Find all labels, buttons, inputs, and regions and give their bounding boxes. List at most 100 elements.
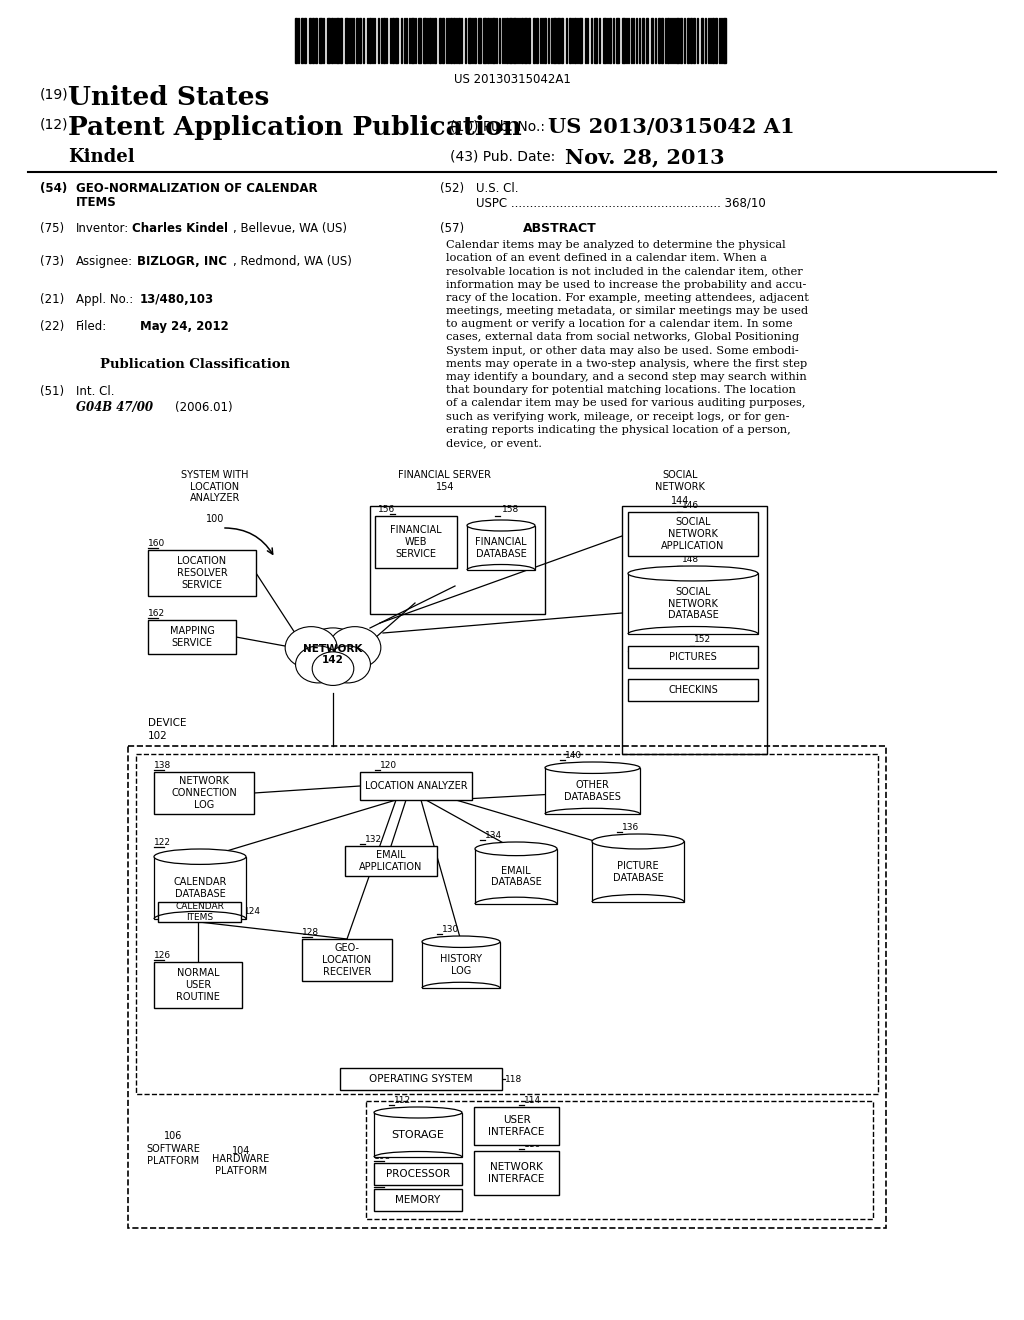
Text: Appl. No.:: Appl. No.: xyxy=(76,293,133,306)
Text: device, or event.: device, or event. xyxy=(446,438,542,447)
Bar xyxy=(594,18,597,63)
Text: NETWORK
CONNECTION
LOG: NETWORK CONNECTION LOG xyxy=(171,776,237,809)
Bar xyxy=(468,18,471,63)
Bar xyxy=(418,18,421,63)
Bar xyxy=(545,768,640,814)
Text: OPERATING SYSTEM: OPERATING SYSTEM xyxy=(370,1074,473,1084)
Text: USPC ........................................................ 368/10: USPC ...................................… xyxy=(476,195,766,209)
Text: 104: 104 xyxy=(231,1146,250,1156)
Bar xyxy=(429,18,431,63)
Bar xyxy=(642,18,644,63)
Text: location of an event defined in a calendar item. When a: location of an event defined in a calend… xyxy=(446,253,767,263)
Bar xyxy=(569,18,571,63)
Text: (10) Pub. No.:: (10) Pub. No.: xyxy=(450,120,545,135)
Text: 144: 144 xyxy=(671,496,689,506)
Ellipse shape xyxy=(467,520,535,531)
Bar xyxy=(336,18,339,63)
Text: (57): (57) xyxy=(440,222,464,235)
Text: 128: 128 xyxy=(302,928,319,937)
Bar xyxy=(154,772,254,814)
Bar xyxy=(366,1101,873,1218)
Bar xyxy=(148,550,256,597)
Text: 108: 108 xyxy=(374,1152,391,1162)
Text: 160: 160 xyxy=(148,539,165,548)
Bar xyxy=(687,18,689,63)
Bar xyxy=(628,573,758,634)
Bar xyxy=(374,1163,462,1185)
Text: Filed:: Filed: xyxy=(76,319,108,333)
Bar xyxy=(513,18,516,63)
Ellipse shape xyxy=(545,762,640,774)
Text: United States: United States xyxy=(68,84,269,110)
Text: racy of the location. For example, meeting attendees, adjacent: racy of the location. For example, meeti… xyxy=(446,293,809,302)
Bar xyxy=(622,506,767,754)
Text: 152: 152 xyxy=(694,635,711,644)
Bar xyxy=(487,18,489,63)
Bar xyxy=(658,18,660,63)
Text: 150: 150 xyxy=(630,647,647,656)
Bar xyxy=(439,18,441,63)
Text: cases, external data from social networks, Global Positioning: cases, external data from social network… xyxy=(446,333,799,342)
Bar xyxy=(360,772,472,800)
Text: USER
INTERFACE: USER INTERFACE xyxy=(488,1115,545,1137)
Text: FINANCIAL
WEB
SERVICE: FINANCIAL WEB SERVICE xyxy=(390,525,441,558)
Bar xyxy=(453,18,455,63)
Text: 134: 134 xyxy=(485,832,502,840)
Text: 156: 156 xyxy=(378,506,395,513)
Bar xyxy=(509,18,512,63)
Ellipse shape xyxy=(325,645,371,682)
Text: 120: 120 xyxy=(380,762,397,770)
Text: FINANCIAL
DATABASE: FINANCIAL DATABASE xyxy=(475,537,526,558)
Ellipse shape xyxy=(304,628,361,675)
Bar xyxy=(295,18,297,63)
Bar xyxy=(557,18,560,63)
Text: US 20130315042A1: US 20130315042A1 xyxy=(454,73,570,86)
Bar xyxy=(434,18,436,63)
Text: HISTORY
LOG: HISTORY LOG xyxy=(440,954,482,975)
Bar xyxy=(422,941,500,987)
Text: 154: 154 xyxy=(436,482,455,492)
Text: 146: 146 xyxy=(682,502,699,510)
Text: (21): (21) xyxy=(40,293,65,306)
Text: 110: 110 xyxy=(374,1177,391,1187)
Text: (52): (52) xyxy=(440,182,464,195)
Text: SOCIAL
NETWORK
DATABASE: SOCIAL NETWORK DATABASE xyxy=(668,587,719,620)
Text: PROCESSOR: PROCESSOR xyxy=(386,1170,451,1179)
Text: CALENDAR
DATABASE: CALENDAR DATABASE xyxy=(173,876,226,899)
Text: 114: 114 xyxy=(524,1096,541,1105)
Bar xyxy=(304,18,306,63)
Text: ITEMS: ITEMS xyxy=(76,195,117,209)
Text: G04B 47/00: G04B 47/00 xyxy=(76,401,153,414)
Bar xyxy=(528,18,530,63)
Bar xyxy=(154,857,246,919)
Bar xyxy=(715,18,717,63)
Text: STORAGE: STORAGE xyxy=(391,1130,444,1139)
Bar xyxy=(458,18,460,63)
Bar xyxy=(616,18,618,63)
Bar xyxy=(450,18,452,63)
Text: (75): (75) xyxy=(40,222,65,235)
Bar xyxy=(442,18,444,63)
Text: LOCATION ANALYZER: LOCATION ANALYZER xyxy=(365,781,467,791)
Text: 126: 126 xyxy=(154,950,171,960)
Text: 106: 106 xyxy=(164,1131,182,1140)
Text: that boundary for potential matching locations. The location: that boundary for potential matching loc… xyxy=(446,385,796,395)
Text: Calendar items may be analyzed to determine the physical: Calendar items may be analyzed to determ… xyxy=(446,240,785,249)
Text: , Redmond, WA (US): , Redmond, WA (US) xyxy=(233,255,352,268)
Bar xyxy=(622,18,625,63)
Bar xyxy=(374,1189,462,1210)
Text: SOFTWARE
PLATFORM: SOFTWARE PLATFORM xyxy=(146,1144,200,1166)
Text: meetings, meeting metadata, or similar meetings may be used: meetings, meeting metadata, or similar m… xyxy=(446,306,808,315)
Bar xyxy=(345,18,348,63)
Text: 162: 162 xyxy=(148,609,165,618)
Text: SOCIAL
NETWORK
APPLICATION: SOCIAL NETWORK APPLICATION xyxy=(662,517,725,550)
Bar xyxy=(574,18,575,63)
Ellipse shape xyxy=(628,566,758,581)
Text: MEMORY: MEMORY xyxy=(395,1195,440,1205)
Text: to augment or verify a location for a calendar item. In some: to augment or verify a location for a ca… xyxy=(446,319,793,329)
Text: Assignee:: Assignee: xyxy=(76,255,133,268)
Bar xyxy=(369,18,371,63)
Bar xyxy=(667,18,669,63)
Text: 13/480,103: 13/480,103 xyxy=(140,293,214,306)
Text: 130: 130 xyxy=(442,925,459,935)
